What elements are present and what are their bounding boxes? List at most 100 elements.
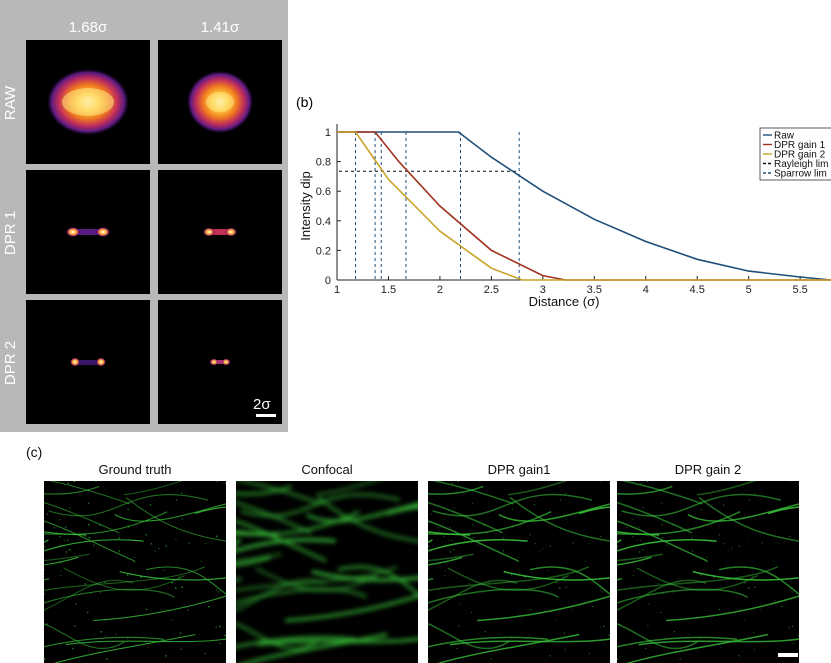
speckle: [740, 609, 742, 611]
speckle: [728, 578, 730, 580]
speckle: [788, 626, 790, 628]
speckle: [564, 648, 566, 650]
speckle: [443, 536, 445, 538]
speckle: [753, 648, 755, 650]
speckle: [530, 608, 532, 611]
speckle: [65, 551, 68, 553]
x-axis-label: Distance (σ): [529, 294, 600, 309]
speckle: [99, 524, 101, 526]
speckle: [648, 603, 650, 605]
filament: [306, 502, 418, 523]
speckle: [517, 556, 519, 558]
speckle: [737, 608, 739, 610]
filament: [236, 519, 327, 563]
speckle: [592, 606, 594, 608]
filament: [44, 539, 144, 552]
column-header-1.68: 1.68σ: [68, 19, 108, 36]
psf-dpr1-1.41: [158, 170, 282, 294]
speckle: [661, 502, 663, 504]
speckle: [565, 586, 567, 588]
speckle: [638, 526, 640, 528]
filament: [93, 595, 226, 622]
speckle: [44, 568, 45, 571]
speckle: [569, 606, 571, 608]
filament: [617, 538, 717, 552]
speckle: [658, 535, 660, 537]
x-tick-label: 1: [334, 284, 340, 296]
filament: [337, 565, 418, 596]
speckle: [133, 556, 136, 559]
speckle: [700, 638, 702, 640]
speckle: [760, 609, 762, 611]
filament: [236, 538, 336, 553]
speckle: [164, 608, 166, 610]
speckle: [738, 545, 740, 547]
row-label-dpr2: DPR 2: [2, 340, 19, 386]
speckle: [551, 609, 553, 611]
speckle: [661, 524, 663, 526]
speckle: [744, 619, 746, 621]
image-dpr-gain1: [428, 481, 610, 663]
speckle: [660, 489, 662, 491]
speckle: [718, 534, 720, 536]
speckle: [559, 499, 562, 501]
speckle: [171, 581, 173, 584]
legend-entry-5: Sparrow lim: [774, 169, 827, 180]
speckle: [154, 550, 156, 552]
x-tick-label: 5.5: [792, 284, 807, 296]
filament: [428, 485, 484, 495]
x-tick-label: 2.5: [484, 284, 499, 296]
filament: [44, 520, 135, 562]
filament: [578, 506, 610, 515]
speckle: [75, 602, 77, 605]
speckle: [646, 481, 648, 483]
filament: [620, 481, 703, 505]
speckle: [443, 575, 446, 577]
speckle: [473, 592, 476, 594]
filament: [315, 481, 378, 497]
speckle: [738, 655, 740, 657]
speckle: [44, 593, 46, 595]
filament: [257, 637, 418, 647]
speckle: [149, 504, 152, 506]
speckle: [778, 543, 780, 545]
speckle: [603, 643, 605, 645]
filament: [145, 566, 226, 595]
speckle: [720, 646, 722, 648]
speckle: [640, 539, 642, 541]
speckle: [219, 642, 221, 645]
y-tick-label: 1: [325, 127, 331, 139]
speckle: [201, 599, 203, 601]
speckle: [72, 647, 74, 650]
filament: [617, 545, 619, 548]
filament: [124, 481, 183, 496]
series-line-3: [337, 131, 831, 281]
speckle: [657, 583, 659, 585]
speckle: [677, 581, 679, 583]
filament: [44, 588, 175, 604]
speckle: [218, 591, 220, 593]
speckle: [533, 504, 536, 506]
speckle: [163, 569, 166, 572]
filament: [621, 493, 781, 517]
filament: [236, 565, 398, 592]
y-tick-label: 0: [325, 275, 331, 287]
filament: [236, 500, 312, 535]
filament: [617, 520, 708, 562]
speckle: [490, 658, 492, 660]
speckle: [633, 561, 635, 563]
speckle: [700, 574, 702, 576]
speckle: [69, 507, 71, 509]
filament: [236, 484, 292, 496]
filament: [119, 571, 226, 581]
speckle: [617, 569, 618, 571]
speckle: [600, 588, 602, 590]
speckle: [167, 608, 169, 611]
filament: [687, 503, 799, 522]
speckle: [608, 634, 610, 636]
speckle: [188, 542, 190, 544]
filament: [428, 511, 552, 535]
title-dpr-gain2: DPR gain 2: [674, 462, 742, 477]
speckle: [791, 591, 793, 593]
x-tick-label: 4: [643, 284, 649, 296]
